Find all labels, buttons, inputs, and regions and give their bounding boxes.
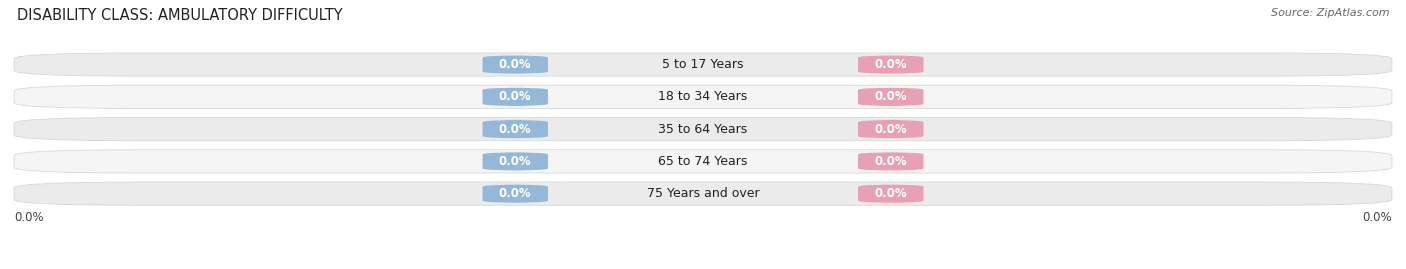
FancyBboxPatch shape bbox=[14, 182, 1392, 205]
Text: 18 to 34 Years: 18 to 34 Years bbox=[658, 90, 748, 103]
FancyBboxPatch shape bbox=[858, 120, 924, 138]
Text: 35 to 64 Years: 35 to 64 Years bbox=[658, 123, 748, 136]
FancyBboxPatch shape bbox=[858, 185, 924, 203]
FancyBboxPatch shape bbox=[482, 88, 548, 106]
FancyBboxPatch shape bbox=[14, 85, 1392, 108]
Text: 0.0%: 0.0% bbox=[875, 155, 907, 168]
Text: 0.0%: 0.0% bbox=[875, 123, 907, 136]
Text: 65 to 74 Years: 65 to 74 Years bbox=[658, 155, 748, 168]
Legend: Male, Female: Male, Female bbox=[643, 266, 763, 269]
Text: 0.0%: 0.0% bbox=[1362, 211, 1392, 224]
Text: 0.0%: 0.0% bbox=[499, 90, 531, 103]
Text: Source: ZipAtlas.com: Source: ZipAtlas.com bbox=[1271, 8, 1389, 18]
FancyBboxPatch shape bbox=[14, 53, 1392, 76]
Text: 0.0%: 0.0% bbox=[875, 187, 907, 200]
FancyBboxPatch shape bbox=[858, 55, 924, 74]
FancyBboxPatch shape bbox=[14, 150, 1392, 173]
Text: 0.0%: 0.0% bbox=[875, 58, 907, 71]
Text: 0.0%: 0.0% bbox=[499, 123, 531, 136]
Text: 0.0%: 0.0% bbox=[499, 58, 531, 71]
Text: 0.0%: 0.0% bbox=[875, 90, 907, 103]
FancyBboxPatch shape bbox=[858, 88, 924, 106]
FancyBboxPatch shape bbox=[858, 152, 924, 171]
Text: 5 to 17 Years: 5 to 17 Years bbox=[662, 58, 744, 71]
Text: 0.0%: 0.0% bbox=[499, 155, 531, 168]
FancyBboxPatch shape bbox=[482, 185, 548, 203]
FancyBboxPatch shape bbox=[14, 118, 1392, 141]
FancyBboxPatch shape bbox=[482, 55, 548, 74]
Text: 75 Years and over: 75 Years and over bbox=[647, 187, 759, 200]
FancyBboxPatch shape bbox=[482, 152, 548, 171]
FancyBboxPatch shape bbox=[482, 120, 548, 138]
Text: 0.0%: 0.0% bbox=[499, 187, 531, 200]
Text: 0.0%: 0.0% bbox=[14, 211, 44, 224]
Text: DISABILITY CLASS: AMBULATORY DIFFICULTY: DISABILITY CLASS: AMBULATORY DIFFICULTY bbox=[17, 8, 343, 23]
